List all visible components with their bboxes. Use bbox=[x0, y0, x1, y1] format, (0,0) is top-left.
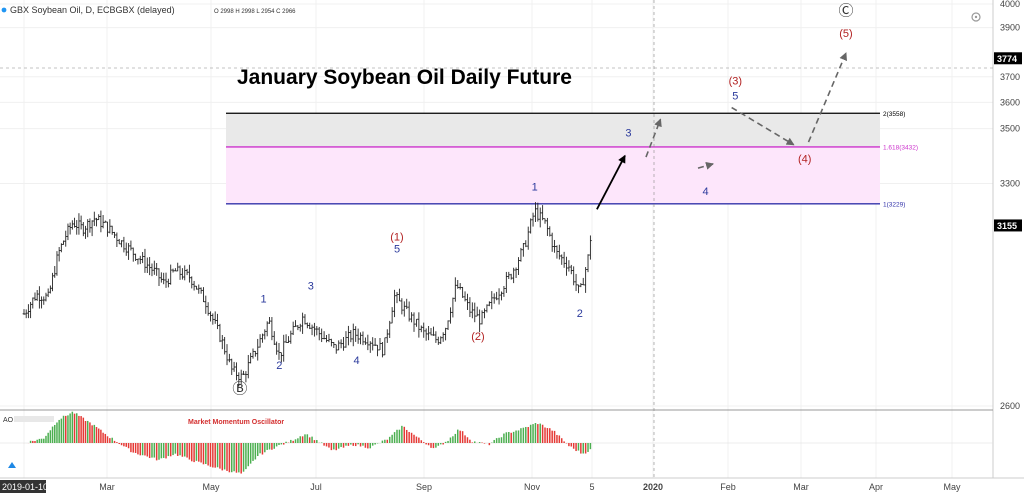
fib-band-upper bbox=[226, 113, 880, 147]
price-tags: 3774 3155 bbox=[994, 52, 1022, 232]
projection-arrow-dashed bbox=[645, 118, 662, 158]
fib-band-lower bbox=[226, 146, 880, 204]
oscillator-histogram bbox=[0, 411, 993, 474]
time-tick-label: Sep bbox=[416, 482, 432, 492]
time-tick-label: Mar bbox=[99, 482, 115, 492]
price-tick-label: 3600 bbox=[1000, 97, 1020, 107]
time-tick-label: May bbox=[202, 482, 220, 492]
tradingview-logo-icon bbox=[8, 462, 16, 468]
projection-arrow-solid bbox=[596, 154, 626, 210]
time-tick-label: Mar bbox=[793, 482, 809, 492]
wave-label: 3 bbox=[625, 128, 631, 140]
price-tag-box bbox=[994, 52, 1022, 65]
price-bars bbox=[22, 202, 592, 387]
projection-arrow-dashed bbox=[697, 161, 714, 170]
fib-level-label: 1(3229) bbox=[883, 201, 905, 208]
wave-label: 1 bbox=[532, 182, 538, 194]
price-tick-label: 4000 bbox=[1000, 0, 1020, 9]
settings-icon[interactable] bbox=[971, 12, 981, 22]
wave-label: 1 bbox=[260, 293, 266, 305]
time-tick-label: Apr bbox=[869, 482, 883, 492]
price-tick-label: 3900 bbox=[1000, 23, 1020, 33]
time-tag-box bbox=[0, 480, 46, 493]
fib-bands bbox=[226, 113, 880, 204]
wave-label: 4 bbox=[353, 355, 359, 367]
price-axis-ticks[interactable]: 2600 3300 3500 3600 3700 3900 4000 bbox=[1000, 0, 1020, 411]
chart-title: January Soybean Oil Daily Future bbox=[237, 66, 572, 89]
projection-arrow-dashed bbox=[807, 52, 847, 143]
time-tick-label: 2020 bbox=[643, 482, 663, 492]
time-axis-ticks[interactable]: 2019-01-10 Mar May Jul Sep Nov 5 2020 Feb Mar Apr M… bbox=[0, 480, 961, 493]
wave-label: (1) bbox=[390, 231, 403, 243]
wave-label: 5 bbox=[732, 91, 738, 103]
price-tag-label: 3155 bbox=[997, 221, 1017, 231]
wave-label: (3) bbox=[729, 75, 742, 87]
fib-level-label: 2(3558) bbox=[883, 111, 905, 118]
price-tick-label: 2600 bbox=[1000, 401, 1020, 411]
price-tag-label: 3774 bbox=[997, 54, 1017, 64]
wave-label: (4) bbox=[798, 154, 811, 166]
time-tick-label: 5 bbox=[589, 482, 594, 492]
price-tick-label: 3500 bbox=[1000, 124, 1020, 134]
price-tick-label: 3300 bbox=[1000, 179, 1020, 189]
wave-label: 2 bbox=[577, 308, 583, 320]
wave-label: Ⓒ bbox=[838, 3, 853, 20]
wave-projections bbox=[596, 52, 847, 210]
symbol-status-icon bbox=[1, 7, 7, 13]
ohlc-readout: O 2998 H 2998 L 2954 C 2966 bbox=[214, 9, 296, 15]
wave-label: 4 bbox=[702, 186, 708, 198]
price-tick-label: 3700 bbox=[1000, 72, 1020, 82]
fib-lines: 2(3558) 1.618(3432) 1(3229) bbox=[226, 111, 918, 208]
wave-label: Ⓑ bbox=[232, 381, 247, 398]
time-tick-label: Feb bbox=[720, 482, 736, 492]
price-tag-box bbox=[994, 219, 1022, 232]
wave-label: (2) bbox=[471, 331, 484, 343]
wave-label: 3 bbox=[308, 281, 314, 293]
symbol-title[interactable]: GBX Soybean Oil, D, ECBGBX (delayed) bbox=[10, 5, 175, 15]
wave-label: 2 bbox=[276, 360, 282, 372]
time-tick-label: May bbox=[943, 482, 961, 492]
oscillator-legend-marker bbox=[14, 416, 54, 422]
time-tick-label: 2019-01-10 bbox=[2, 482, 48, 492]
time-tick-label: Jul bbox=[310, 482, 322, 492]
wave-label: 5 bbox=[394, 243, 400, 255]
wave-label: (5) bbox=[839, 28, 852, 40]
oscillator-name: AO bbox=[3, 417, 14, 424]
oscillator-title: Market Momentum Oscillator bbox=[188, 419, 284, 426]
projection-arrow-dashed bbox=[731, 106, 795, 146]
time-tick-label: Nov bbox=[524, 482, 541, 492]
fib-level-label: 1.618(3432) bbox=[883, 144, 918, 151]
